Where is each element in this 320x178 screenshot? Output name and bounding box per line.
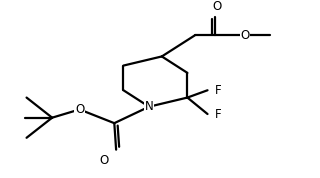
Text: F: F <box>215 108 221 121</box>
Text: O: O <box>100 154 109 167</box>
Text: O: O <box>240 29 250 42</box>
Text: F: F <box>215 84 221 97</box>
Text: O: O <box>212 0 221 13</box>
Text: N: N <box>145 100 153 113</box>
Text: O: O <box>75 103 84 116</box>
